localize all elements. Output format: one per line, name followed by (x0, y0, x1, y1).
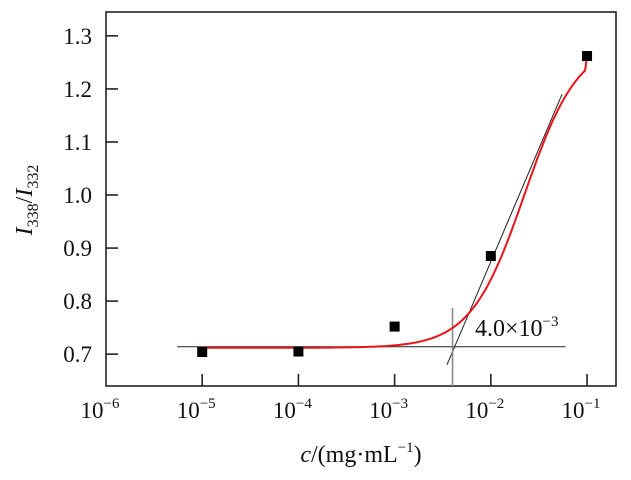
y-tick-label: 1.1 (63, 130, 92, 155)
tangent-line (446, 94, 563, 365)
data-point (485, 251, 496, 262)
x-tick-label: 10−5 (177, 396, 216, 423)
fit-curve (202, 55, 588, 349)
y-tick-label: 1.2 (63, 77, 92, 102)
plot-frame (105, 11, 617, 387)
x-tick-label: 10−6 (81, 396, 120, 423)
y-tick-label: 0.8 (63, 289, 92, 314)
cmc-annotation: 4.0×10−3 (475, 314, 559, 342)
y-axis-label: I338/I332 (12, 165, 42, 237)
y-tick-label: 1.3 (63, 24, 92, 49)
data-point (293, 346, 304, 357)
x-axis-label: c/(mg·mL−1) (300, 440, 421, 468)
data-point (389, 321, 400, 332)
y-tick-label: 0.9 (63, 236, 92, 261)
x-tick-label: 10−2 (465, 396, 504, 423)
x-tick-label: 10−3 (369, 396, 408, 423)
data-point (582, 51, 593, 62)
x-tick-label: 10−4 (273, 396, 312, 423)
y-tick-label: 0.7 (63, 342, 92, 367)
y-tick-label: 1.0 (63, 183, 92, 208)
x-tick-label: 10−1 (562, 396, 601, 423)
data-point (197, 347, 208, 358)
